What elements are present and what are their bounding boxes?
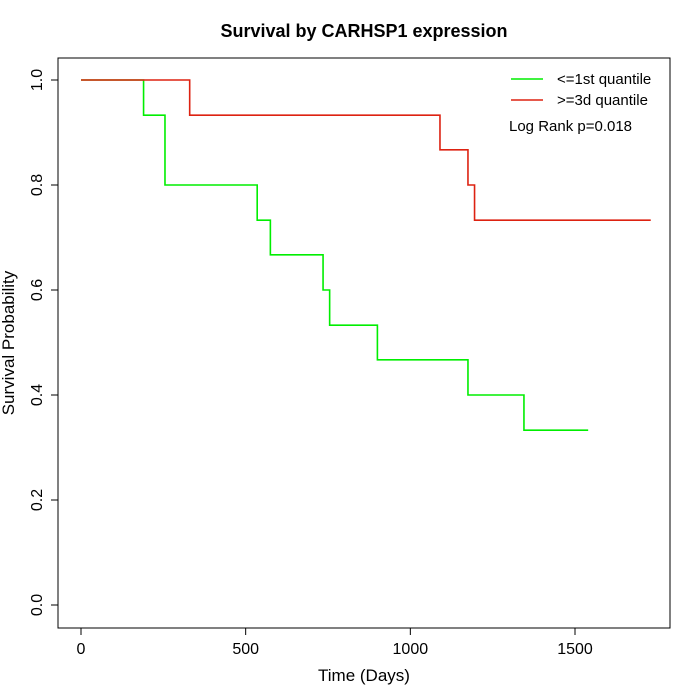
- x-tick-label: 0: [77, 641, 86, 658]
- y-axis: 0.0 0.2 0.4 0.6 0.8 1.0: [29, 69, 59, 616]
- x-axis: 0 500 1000 1500: [77, 627, 593, 658]
- legend: <=1st quantile >=3d quantile: [511, 71, 651, 109]
- y-axis-label: Survival Probability: [0, 270, 18, 415]
- chart-title: Survival by CARHSP1 expression: [220, 21, 507, 41]
- x-tick-label: 1000: [393, 641, 429, 658]
- y-tick-label: 1.0: [29, 69, 46, 91]
- y-tick-label: 0.2: [29, 489, 46, 511]
- plot-frame: [57, 57, 671, 629]
- legend-label-high-expression: >=3d quantile: [557, 92, 648, 109]
- log-rank-annotation: Log Rank p=0.018: [509, 118, 632, 135]
- survival-curve-low-expression: [81, 79, 589, 431]
- survival-curves: [81, 79, 651, 431]
- survival-curve-high-expression: [81, 79, 651, 221]
- x-tick-label: 500: [232, 641, 259, 658]
- legend-label-low-expression: <=1st quantile: [557, 71, 651, 88]
- x-axis-label: Time (Days): [318, 666, 410, 685]
- y-tick-label: 0.4: [29, 384, 46, 406]
- y-tick-label: 0.0: [29, 594, 46, 616]
- y-tick-label: 0.8: [29, 174, 46, 196]
- y-tick-label: 0.6: [29, 279, 46, 301]
- x-tick-label: 1500: [557, 641, 593, 658]
